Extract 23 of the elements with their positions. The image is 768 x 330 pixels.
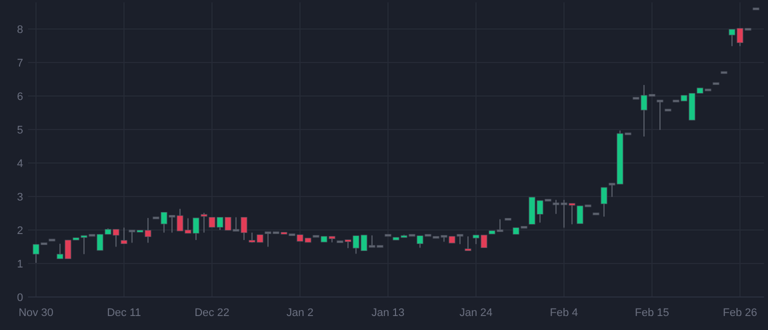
y-tick-label: 4 — [16, 158, 24, 170]
x-tick-label: Jan 2 — [286, 307, 314, 319]
candlestick — [464, 236, 472, 252]
x-tick-label: Feb 4 — [550, 307, 578, 319]
candlestick — [656, 100, 664, 130]
candlestick — [200, 212, 208, 234]
x-tick-label: Nov 30 — [18, 307, 54, 319]
y-tick-label: 5 — [16, 124, 24, 136]
x-tick-label: Jan 24 — [459, 307, 493, 319]
y-tick-label: 7 — [16, 57, 24, 70]
candlestick — [600, 186, 608, 218]
x-tick-label: Dec 11 — [106, 307, 142, 319]
y-tick-label: 3 — [16, 191, 24, 204]
x-tick-label: Jan 13 — [371, 307, 405, 319]
y-tick-label: 8 — [16, 24, 24, 36]
y-tick-label: 1 — [16, 258, 24, 270]
candlestick — [120, 227, 128, 244]
y-tick-label: 0 — [16, 292, 24, 304]
x-tick-label: Dec 22 — [194, 307, 230, 319]
y-tick-label: 6 — [16, 90, 24, 103]
x-tick-label: Feb 15 — [634, 307, 670, 319]
x-tick-label: Feb 26 — [722, 307, 758, 319]
y-tick-label: 2 — [16, 224, 24, 237]
